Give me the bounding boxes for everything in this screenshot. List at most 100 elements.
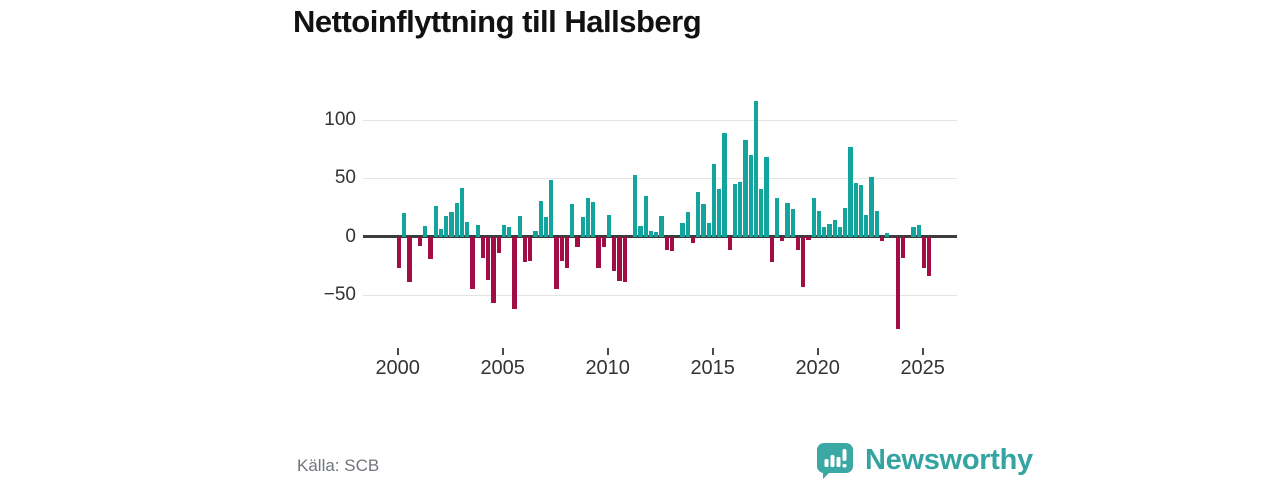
chart-bar [402, 213, 407, 237]
chart-bar [727, 236, 732, 250]
chart-bar [837, 227, 843, 237]
chart-bar [816, 211, 822, 237]
chart-bar [507, 227, 512, 237]
chart-bar [428, 236, 433, 259]
chart-bar [900, 236, 906, 258]
chart-bar [606, 214, 612, 237]
chart-bar [879, 236, 885, 242]
chart-bar [585, 198, 591, 237]
x-axis-tick-label: 2010 [585, 357, 630, 379]
chart-bar [864, 214, 869, 237]
chart-bar [564, 236, 570, 269]
chart-bar [549, 179, 554, 237]
chart-bar [528, 236, 533, 262]
chart-bar [685, 212, 690, 237]
chart-bar [701, 204, 706, 237]
chart-bar [664, 236, 669, 250]
x-axis-tick-label: 2000 [375, 357, 420, 379]
chart-bar [486, 236, 491, 280]
chart-bar [801, 236, 806, 287]
chart-bar [753, 101, 759, 237]
chart-bar [680, 222, 685, 237]
chart-bar [622, 236, 627, 283]
chart-bar [869, 177, 874, 237]
chart-bar [480, 236, 486, 258]
chart-bar [722, 132, 727, 237]
chart-bar [617, 236, 622, 282]
x-axis-tick-mark [396, 348, 399, 355]
chart-bar [654, 232, 659, 237]
x-axis-tick-label: 2015 [690, 357, 735, 379]
chart-bar [433, 206, 438, 237]
chart-bar [711, 164, 717, 237]
chart-bar [717, 188, 722, 237]
chart-bar [543, 216, 549, 237]
x-axis-tick-mark [921, 348, 924, 355]
chart-bar [465, 221, 470, 237]
chart-bar [827, 223, 832, 237]
chart-bar [559, 236, 564, 262]
chart-bar [554, 236, 559, 290]
chart-bar [533, 230, 538, 237]
gridline [363, 177, 957, 179]
source-note: Källa: SCB [297, 456, 380, 475]
chart-bar [444, 215, 449, 237]
x-axis-tick-mark [606, 348, 609, 355]
chart-bar [643, 195, 648, 237]
chart-bar [774, 198, 780, 237]
chart-bar [874, 211, 879, 237]
chart-bar [853, 183, 858, 237]
chart-bar [822, 227, 827, 237]
chart-bar [690, 236, 696, 243]
chart-bar [895, 236, 900, 329]
chart-bar [706, 222, 711, 237]
chart-bar [832, 220, 837, 237]
chart-bar [648, 230, 654, 237]
y-axis-tick-label: 100 [324, 109, 356, 131]
chart-bar [417, 236, 423, 247]
x-axis-tick-mark [501, 348, 504, 355]
brand-name: Newsworthy [865, 443, 1033, 476]
gridline [363, 119, 957, 121]
y-axis-tick-label: 0 [345, 225, 356, 247]
chart-bar [916, 225, 921, 237]
chart-bar [769, 236, 774, 263]
chart-bar [743, 139, 748, 237]
chart-bar [459, 187, 465, 237]
chart-bar [612, 236, 617, 271]
chart-bar [780, 236, 785, 242]
chart-bar [858, 185, 864, 237]
chart-bar [921, 236, 927, 269]
bar-chart-speech-bubble-icon [816, 440, 854, 480]
y-axis-tick-label: 50 [334, 167, 356, 189]
chart-bar [795, 236, 801, 250]
chart-title: Nettoinflyttning till Hallsberg [293, 4, 702, 39]
gridline [363, 294, 957, 296]
chart-bar [738, 181, 743, 237]
chart-bar [669, 236, 675, 251]
chart-bar [764, 157, 769, 237]
chart-bar [496, 236, 501, 254]
zero-axis-line [363, 235, 957, 239]
x-axis-tick-label: 2020 [795, 357, 840, 379]
chart-bar [512, 236, 517, 310]
chart-bar [732, 184, 738, 237]
chart-bar [633, 174, 638, 237]
chart-bar [580, 216, 585, 237]
chart-bar [811, 198, 816, 237]
x-axis-tick-label: 2025 [900, 357, 945, 379]
chart-bar [806, 236, 811, 241]
chart-bar [848, 146, 853, 237]
x-axis-tick-mark [816, 348, 819, 355]
brand-logo: Newsworthy [816, 440, 1033, 480]
chart-bar [475, 225, 480, 237]
chart-bar [538, 200, 543, 237]
chart-bar [575, 236, 580, 248]
chart-bar [591, 201, 596, 237]
chart-bar [522, 236, 528, 263]
chart-bar [748, 155, 753, 237]
chart-bar [570, 204, 575, 237]
chart-bar [601, 236, 606, 248]
chart-bar [696, 192, 701, 237]
chart-bar [491, 236, 496, 304]
